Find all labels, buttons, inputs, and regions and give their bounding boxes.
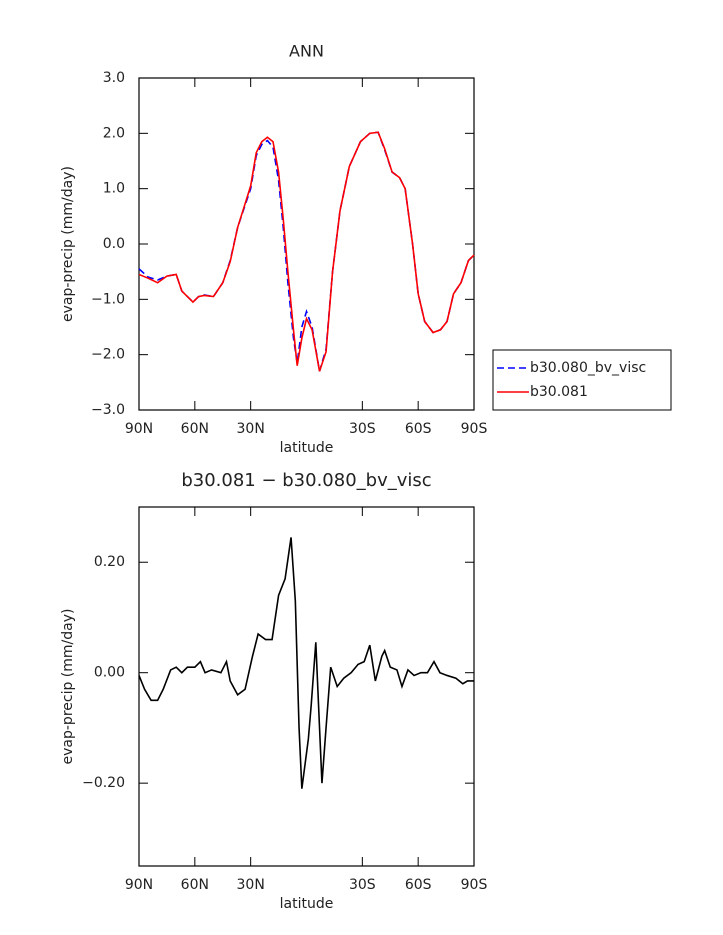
y-tick-label: −1.0 xyxy=(91,291,125,307)
x-tick-label: 30S xyxy=(349,877,376,893)
series-line xyxy=(138,537,474,789)
y-tick-label: 0.00 xyxy=(94,665,125,681)
y-tick-label: −0.20 xyxy=(82,775,125,791)
x-tick-label: 30N xyxy=(237,877,265,893)
y-axis-label: evap-precip (mm/day) xyxy=(60,609,76,765)
y-axis-label: evap-precip (mm/day) xyxy=(60,166,76,322)
series-line xyxy=(138,131,475,372)
plot-frame xyxy=(138,506,475,867)
x-axis-label: latitude xyxy=(280,896,334,912)
x-tick-label: 90N xyxy=(125,877,153,893)
y-tick-label: 3.0 xyxy=(103,70,125,86)
x-tick-label: 60S xyxy=(405,421,432,437)
x-tick-label: 60S xyxy=(405,877,432,893)
x-tick-label: 90N xyxy=(125,421,153,437)
x-tick-label: 30S xyxy=(349,421,376,437)
y-tick-label: −3.0 xyxy=(91,402,125,418)
x-axis-label: latitude xyxy=(280,440,334,456)
legend-label: b30.080_bv_visc xyxy=(530,360,646,376)
x-tick-label: 60N xyxy=(181,421,209,437)
y-tick-label: 1.0 xyxy=(103,181,125,197)
series-line xyxy=(138,131,475,372)
y-tick-label: 0.0 xyxy=(103,236,125,252)
legend-box xyxy=(492,349,672,411)
y-tick-label: 2.0 xyxy=(103,125,125,141)
legend-label: b30.081 xyxy=(530,384,588,400)
x-tick-label: 90S xyxy=(461,421,488,437)
plot-frame xyxy=(138,77,475,411)
chart-title: b30.081 − b30.080_bv_visc xyxy=(181,470,431,491)
x-tick-label: 60N xyxy=(181,877,209,893)
y-tick-label: −2.0 xyxy=(91,347,125,363)
x-tick-label: 30N xyxy=(237,421,265,437)
x-tick-label: 90S xyxy=(461,877,488,893)
y-tick-label: 0.20 xyxy=(94,554,125,570)
chart-title: ANN xyxy=(289,42,324,61)
